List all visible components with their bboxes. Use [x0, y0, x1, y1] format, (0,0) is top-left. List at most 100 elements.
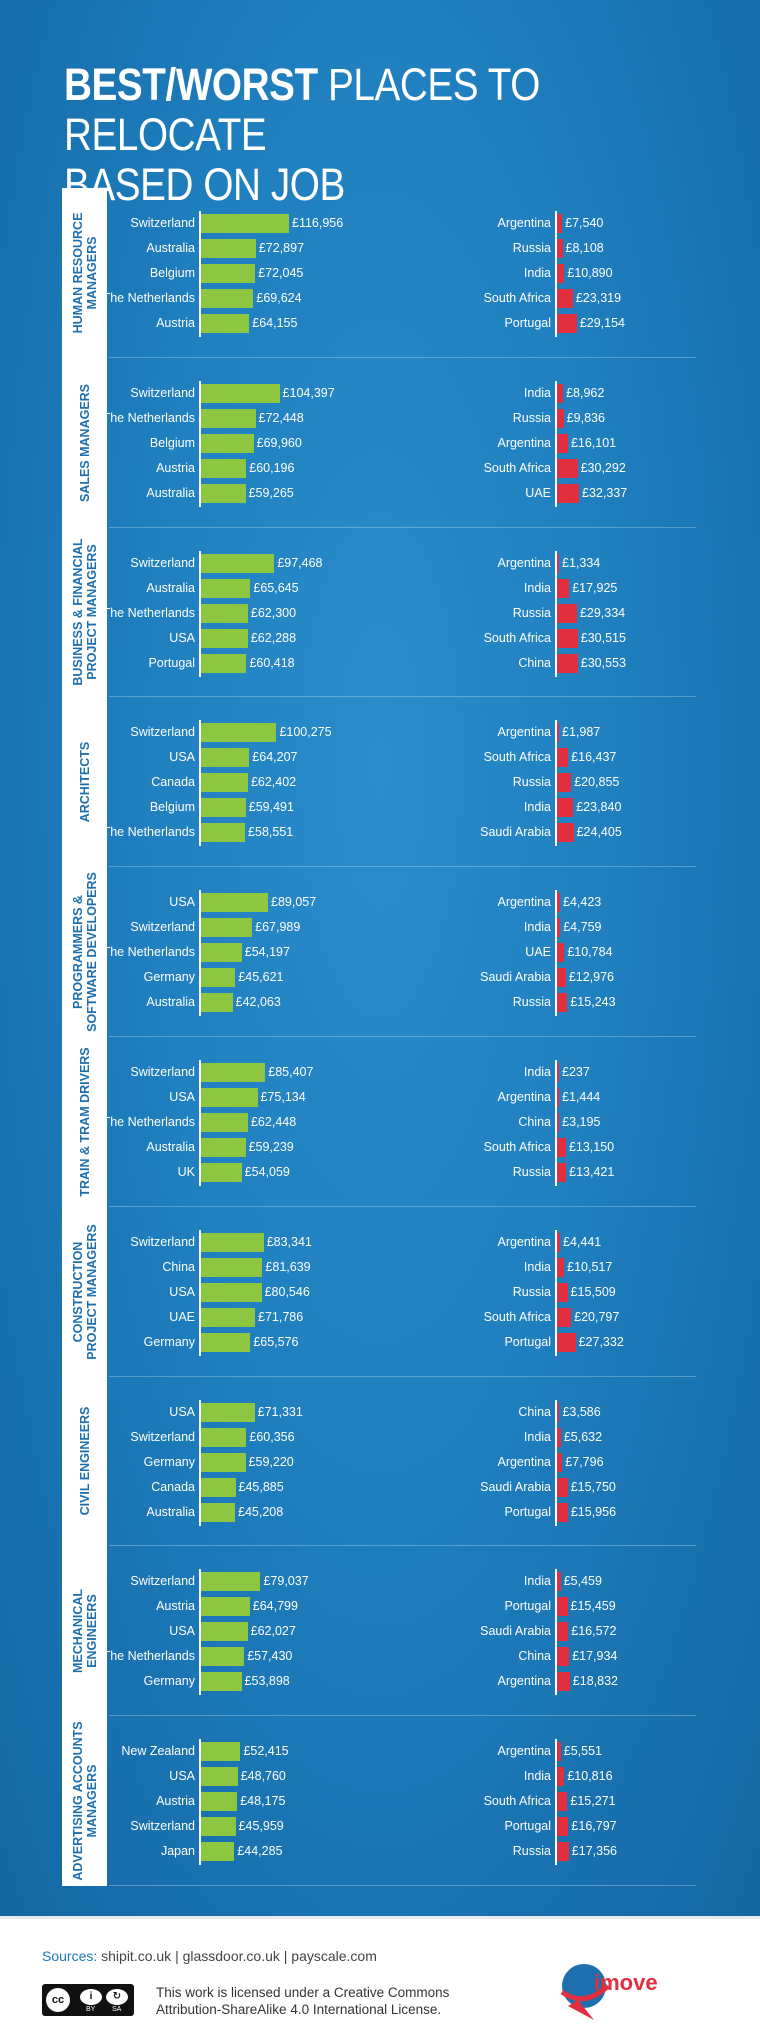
section-divider: [109, 1545, 696, 1547]
worst-value-label: £17,934: [572, 1649, 618, 1664]
worst-value-label: £7,796: [565, 1454, 604, 1469]
worst-bar: [557, 653, 578, 673]
section-architects: Architects Switzerland £100,275 USA £64,207 C…: [62, 697, 696, 868]
section-business-and-financial-project-managers: Business & Financial Project Managers Swi…: [62, 527, 696, 698]
best-country-label: Switzerland: [130, 920, 195, 935]
worst-country-label: Argentina: [497, 895, 551, 910]
worst-country-label: Russia: [512, 1165, 551, 1179]
best-bar: [201, 1842, 235, 1862]
best-bar: [201, 314, 250, 333]
worst-country-label: Russia: [512, 410, 551, 425]
worst-value-label: £10,816: [567, 1769, 613, 1784]
section-label-box: Civil Engineers: [62, 1376, 107, 1547]
best-country-label: Switzerland: [130, 1429, 195, 1444]
sa-icon: ↻: [106, 1989, 128, 2005]
best-bar: [201, 553, 275, 573]
worst-country-label: Saudi Arabia: [480, 1479, 551, 1494]
best-value-label: £72,448: [258, 410, 304, 425]
worst-country-label: Russia: [512, 605, 551, 620]
best-bar: [201, 918, 253, 938]
best-value-label: £67,989: [255, 920, 301, 935]
best-bar: [201, 289, 254, 308]
worst-value-label: £10,517: [567, 1259, 613, 1274]
best-country-label: The Netherlands: [102, 1649, 195, 1664]
worst-country-label: India: [523, 266, 551, 280]
best-axis: [199, 1060, 201, 1186]
worst-country-label: India: [523, 1574, 551, 1589]
best-value-label: £42,063: [235, 995, 281, 1010]
worst-bar: [557, 433, 568, 453]
worst-axis: [555, 550, 557, 677]
best-value-label: £45,621: [238, 970, 284, 985]
section-label-box: Mechanical Engineers: [62, 1546, 107, 1717]
best-value-label: £71,331: [257, 1404, 303, 1419]
best-value-label: £48,760: [240, 1769, 286, 1784]
worst-bar: [557, 383, 564, 403]
worst-bar: [557, 918, 561, 938]
worst-country-label: South Africa: [483, 1794, 551, 1809]
best-value-label: £45,959: [238, 1819, 284, 1834]
best-value-label: £62,288: [250, 630, 297, 645]
worst-bar: [557, 628, 578, 648]
worst-country-label: Argentina: [497, 1454, 551, 1469]
worst-bar: [557, 968, 566, 988]
worst-value-label: £12,976: [568, 970, 614, 985]
worst-bar: [557, 553, 559, 573]
best-country-label: Switzerland: [130, 725, 195, 740]
worst-axis: [555, 380, 557, 507]
globe-plane-logo: imove: [560, 1964, 658, 2020]
best-value-label: £116,956: [292, 216, 344, 230]
best-bar: [201, 458, 247, 478]
worst-bar: [557, 1113, 560, 1132]
worst-value-label: £3,195: [562, 1115, 601, 1129]
worst-value-label: £8,108: [565, 241, 604, 255]
best-value-label: £80,546: [264, 1284, 310, 1299]
worst-bar: [557, 1163, 567, 1182]
worst-value-label: £237: [562, 1065, 590, 1079]
worst-axis: [555, 1569, 557, 1696]
worst-bar: [557, 1572, 561, 1592]
worst-value-label: £29,154: [579, 316, 626, 330]
best-value-label: £72,897: [258, 241, 305, 255]
best-bar: [201, 1232, 264, 1252]
best-bar: [201, 1477, 236, 1497]
best-bar: [201, 1402, 255, 1422]
worst-bar: [557, 1402, 560, 1422]
worst-value-label: £20,855: [574, 775, 620, 790]
license-line2: Attribution-ShareAlike 4.0 International…: [156, 2002, 442, 2017]
sources-line: Sources: shipit.co.uk | glassdoor.co.uk …: [42, 1948, 377, 1964]
worst-value-label: £23,319: [575, 291, 622, 305]
worst-value-label: £15,271: [570, 1794, 616, 1809]
worst-country-label: UAE: [525, 485, 551, 500]
section-sales-managers: Sales Managers Switzerland £104,397 The Net…: [62, 357, 696, 528]
best-value-label: £81,639: [265, 1259, 311, 1274]
best-bar: [201, 748, 250, 768]
best-country-label: Japan: [160, 1844, 195, 1859]
best-bar: [201, 1502, 235, 1522]
worst-axis: [555, 1739, 557, 1866]
worst-country-label: South Africa: [483, 291, 551, 305]
best-country-label: Germany: [143, 1674, 195, 1689]
best-bar: [201, 1307, 255, 1327]
best-axis: [199, 1569, 201, 1696]
worst-bar: [557, 1427, 561, 1447]
best-value-label: £89,057: [271, 895, 317, 910]
sa-label: SA: [112, 2006, 122, 2013]
best-value-label: £71,786: [258, 1309, 304, 1324]
best-value-label: £83,341: [266, 1234, 312, 1249]
worst-country-label: China: [518, 655, 551, 670]
best-value-label: £64,155: [252, 316, 298, 330]
worst-country-label: India: [523, 385, 551, 400]
worst-bar: [557, 1477, 568, 1497]
best-bar: [201, 214, 289, 233]
section-divider: [109, 1035, 696, 1037]
best-bar: [201, 628, 248, 648]
best-country-label: Switzerland: [130, 385, 195, 400]
best-value-label: £104,397: [282, 385, 335, 400]
worst-country-label: Portugal: [504, 316, 551, 330]
best-bar: [201, 578, 251, 598]
best-value-label: £57,430: [247, 1649, 293, 1664]
best-axis: [199, 550, 201, 677]
worst-country-label: UAE: [525, 945, 551, 960]
best-bar: [201, 653, 247, 673]
